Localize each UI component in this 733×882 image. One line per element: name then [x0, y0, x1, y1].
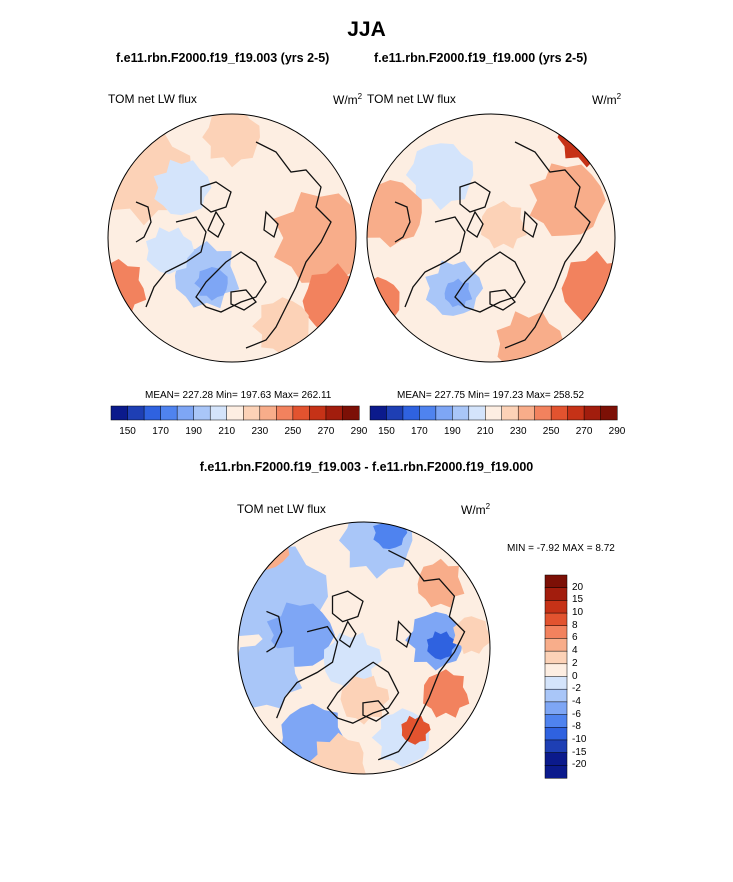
colorbar-left-ticks: 150 170 190 210 230 250 270 290 [111, 426, 367, 440]
colorbar-right [369, 405, 618, 421]
polar-map-right [366, 113, 616, 363]
colorbar-tick-label: 0 [572, 670, 578, 682]
colorbar-right-ticks: 150 170 190 210 230 250 270 290 [370, 426, 625, 440]
colorbar-tick-label: 250 [542, 426, 560, 437]
colorbar-tick-label: 20 [572, 581, 584, 593]
colorbar-tick-label: 8 [572, 619, 578, 631]
colorbar-tick-label: 150 [378, 426, 395, 437]
stats-right: MEAN= 227.75 Min= 197.23 Max= 258.52 [397, 390, 585, 401]
colorbar-tick-label: 230 [251, 426, 269, 437]
colorbar-tick-label: 4 [572, 645, 578, 657]
difference-title: f.e11.rbn.F2000.f19_f19.003 - f.e11.rbn.… [199, 460, 534, 474]
colorbar-left [110, 405, 360, 421]
colorbar-tick-label: 210 [476, 426, 494, 437]
colorbar-tick-label: 290 [608, 426, 626, 437]
colorbar-tick-label: 250 [284, 426, 302, 437]
polar-map-left [107, 113, 357, 363]
colorbar-tick-label: 6 [572, 632, 578, 644]
polar-map-difference [237, 521, 491, 775]
min-max-diff: MIN = -7.92 MAX = 8.72 [507, 543, 615, 554]
colorbar-difference-ticks: 20 15 10 8 6 4 2 0 -2 -4 -6 -8 -10 -15 -20 [572, 575, 602, 778]
colorbar-tick-label: 10 [572, 607, 584, 619]
colorbar-tick-label: -6 [572, 708, 581, 720]
page-title: JJA [347, 18, 386, 41]
colorbar-tick-label: 170 [411, 426, 428, 437]
colorbar-tick-label: 150 [119, 426, 136, 437]
colorbar-tick-label: -15 [572, 746, 587, 758]
colorbar-tick-label: 2 [572, 657, 578, 669]
colorbar-tick-label: -8 [572, 721, 581, 733]
variable-label-right: TOM net LW flux [367, 92, 456, 106]
unit-label-right: W/m2 [592, 92, 622, 107]
stats-left: MEAN= 227.28 Min= 197.63 Max= 262.11 [145, 390, 332, 401]
colorbar-tick-label: 290 [350, 426, 368, 437]
case-title-right: f.e11.rbn.F2000.f19_f19.000 (yrs 2-5) [374, 51, 588, 65]
colorbar-tick-label: 270 [317, 426, 335, 437]
colorbar-tick-label: 190 [443, 426, 461, 437]
case-title-left: f.e11.rbn.F2000.f19_f19.003 (yrs 2-5) [116, 51, 330, 65]
colorbar-tick-label: -2 [572, 683, 581, 695]
colorbar-tick-label: -10 [572, 733, 587, 745]
colorbar-tick-label: 15 [572, 594, 584, 606]
colorbar-tick-label: 270 [575, 426, 593, 437]
colorbar-tick-label: 170 [152, 426, 169, 437]
colorbar-tick-label: -4 [572, 695, 581, 707]
colorbar-tick-label: 210 [218, 426, 236, 437]
variable-label-left: TOM net LW flux [108, 92, 197, 106]
colorbar-tick-label: -20 [572, 759, 587, 771]
colorbar-difference [544, 574, 568, 779]
unit-label-diff: W/m2 [461, 502, 491, 517]
variable-label-diff: TOM net LW flux [237, 502, 326, 516]
colorbar-tick-label: 230 [509, 426, 527, 437]
colorbar-tick-label: 190 [185, 426, 202, 437]
unit-label-left: W/m2 [333, 92, 363, 107]
